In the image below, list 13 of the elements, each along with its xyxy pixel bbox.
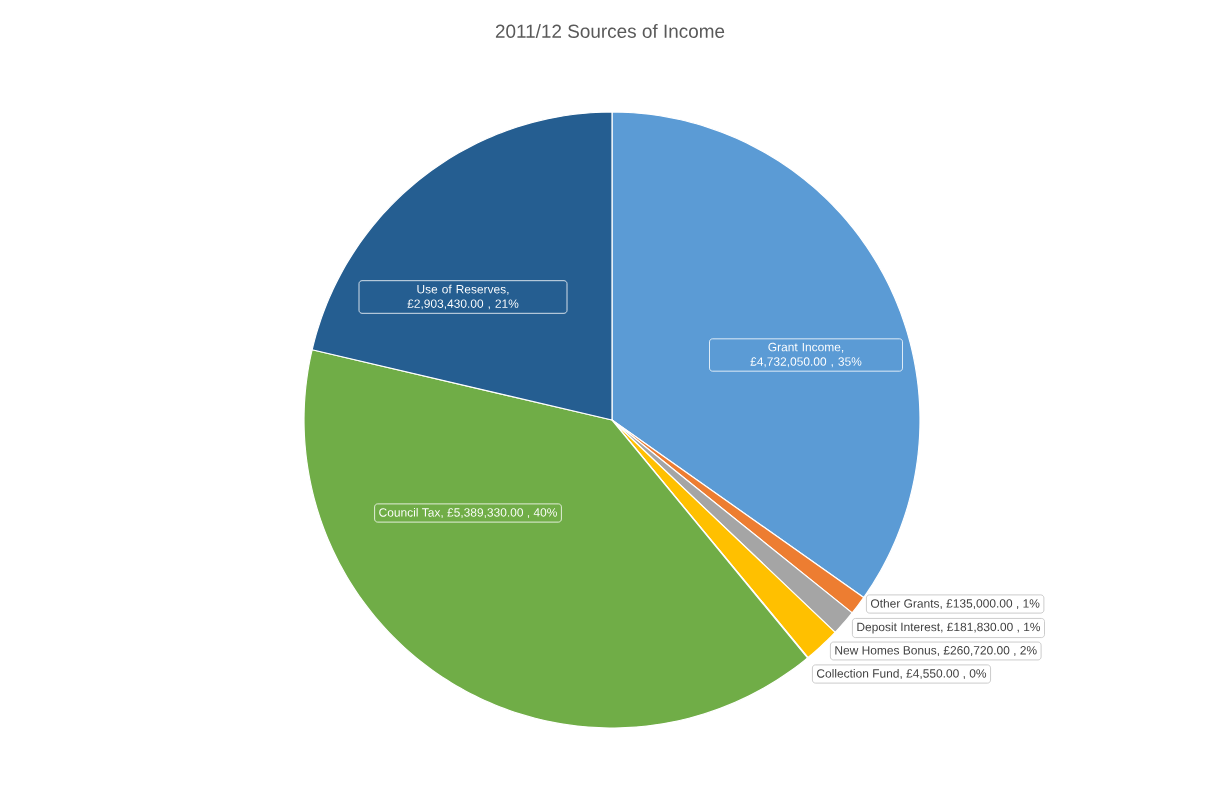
data-label: , £4,550.00 , 0% [900,669,987,680]
slice-label: Grant Income [768,342,841,352]
data-label: , £181,830.00 , 1% [941,622,1041,633]
slice-label: New Homes Bonus [835,646,937,655]
data-label: , £135,000.00 , 1% [940,599,1040,610]
slice-label: Use of Reserves [417,284,506,294]
data-label: , £260,720.00 , 2% [937,646,1037,656]
slice-label: Collection Fund [817,668,899,678]
slice-label: Deposit Interest [857,622,941,634]
slice-label: Council Tax [379,507,441,517]
slice-label: Other Grants [870,598,940,608]
chart-title: 2011/12 Sources of Income [495,24,725,38]
data-label: , £5,389,330.00 , 40% [441,508,557,519]
